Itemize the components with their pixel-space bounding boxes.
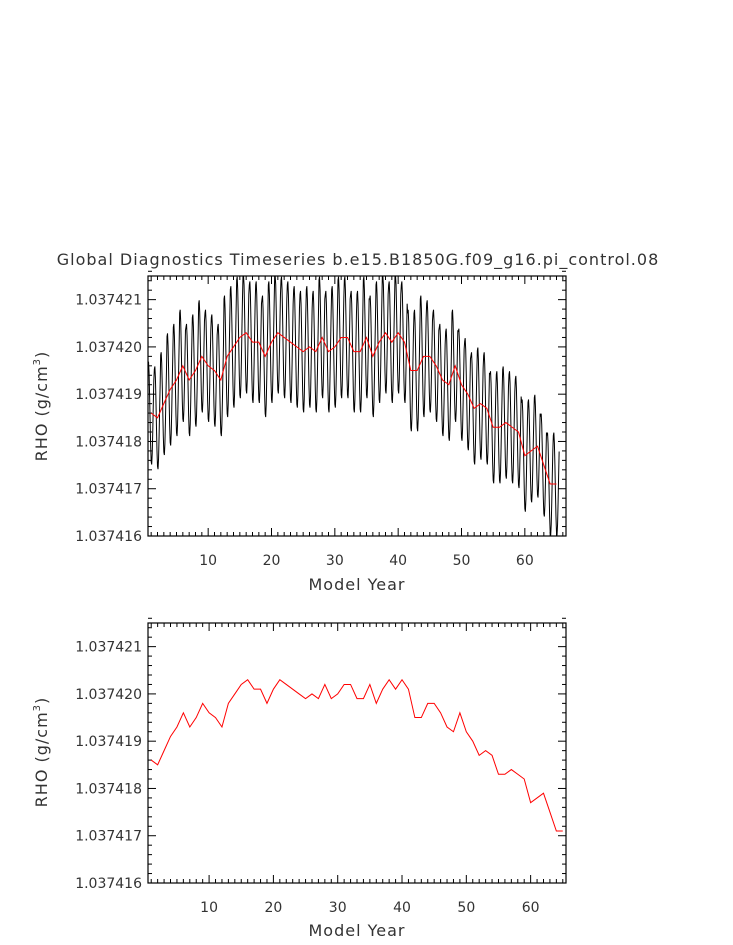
y-tick-label: 1.037420: [75, 340, 142, 356]
x-tick-label: 20: [264, 900, 282, 916]
x-tick-label: 60: [522, 900, 540, 916]
y-tick-label: 1.037420: [75, 687, 142, 703]
x-tick-label: 30: [329, 900, 347, 916]
y-tick-label: 1.037417: [75, 482, 142, 498]
y-tick-label: 1.037421: [75, 640, 142, 656]
y-tick-label: 1.037417: [75, 829, 142, 845]
x-axis-label: Model Year: [309, 921, 406, 940]
y-axis-label-close: ): [32, 351, 51, 358]
x-tick-label: 20: [263, 553, 281, 569]
monthly-series-line: [147, 275, 560, 536]
plot-frame: [147, 622, 567, 884]
y-axis-label-sup: 3: [32, 704, 43, 711]
y-axis-label-main: RHO (g/cm: [32, 711, 51, 807]
y-axis-label-sup: 3: [32, 358, 43, 365]
y-tick-label: 1.037418: [75, 434, 142, 450]
y-tick-label: 1.037416: [75, 529, 142, 545]
top-chart-panel: Global Diagnostics Timeseries b.e15.B185…: [32, 250, 660, 594]
x-tick-label: 40: [389, 553, 407, 569]
x-tick-label: 10: [199, 553, 217, 569]
bottom-chart-panel: 1.037416 1.037417 1.037418 1.037419 1.037420…: [32, 617, 567, 940]
y-tick-label: 1.037419: [75, 387, 142, 403]
x-tick-labels: 10 20 30 40 50 60: [200, 900, 539, 916]
plot-frame: [147, 275, 567, 537]
annual-mean-line: [150, 331, 557, 485]
y-axis-label: RHO (g/cm3): [32, 351, 51, 462]
x-tick-label: 10: [200, 900, 218, 916]
chart-title: Global Diagnostics Timeseries b.e15.B185…: [57, 250, 660, 270]
x-axis-label: Model Year: [309, 575, 406, 594]
y-tick-labels: 1.037416 1.037417 1.037418 1.037419 1.037420…: [75, 640, 142, 892]
y-axis-label-close: ): [32, 697, 51, 704]
y-tick-label: 1.037416: [75, 876, 142, 892]
x-tick-labels: 10 20 30 40 50 60: [199, 553, 533, 569]
y-tick-label: 1.037418: [75, 781, 142, 797]
y-tick-label: 1.037419: [75, 734, 142, 750]
x-tick-label: 40: [393, 900, 411, 916]
x-tick-label: 60: [516, 553, 534, 569]
annual-mean-line: [150, 678, 563, 832]
x-tick-label: 50: [457, 900, 475, 916]
y-tick-labels: 1.037416 1.037417 1.037418 1.037419 1.037420…: [75, 293, 142, 545]
axis-ticks: [148, 617, 566, 884]
y-tick-label: 1.037421: [75, 293, 142, 309]
axis-ticks: [148, 270, 566, 537]
y-axis-label-main: RHO (g/cm: [32, 365, 51, 461]
x-tick-label: 30: [326, 553, 344, 569]
y-axis-label: RHO (g/cm3): [32, 697, 51, 808]
x-tick-label: 50: [453, 553, 471, 569]
